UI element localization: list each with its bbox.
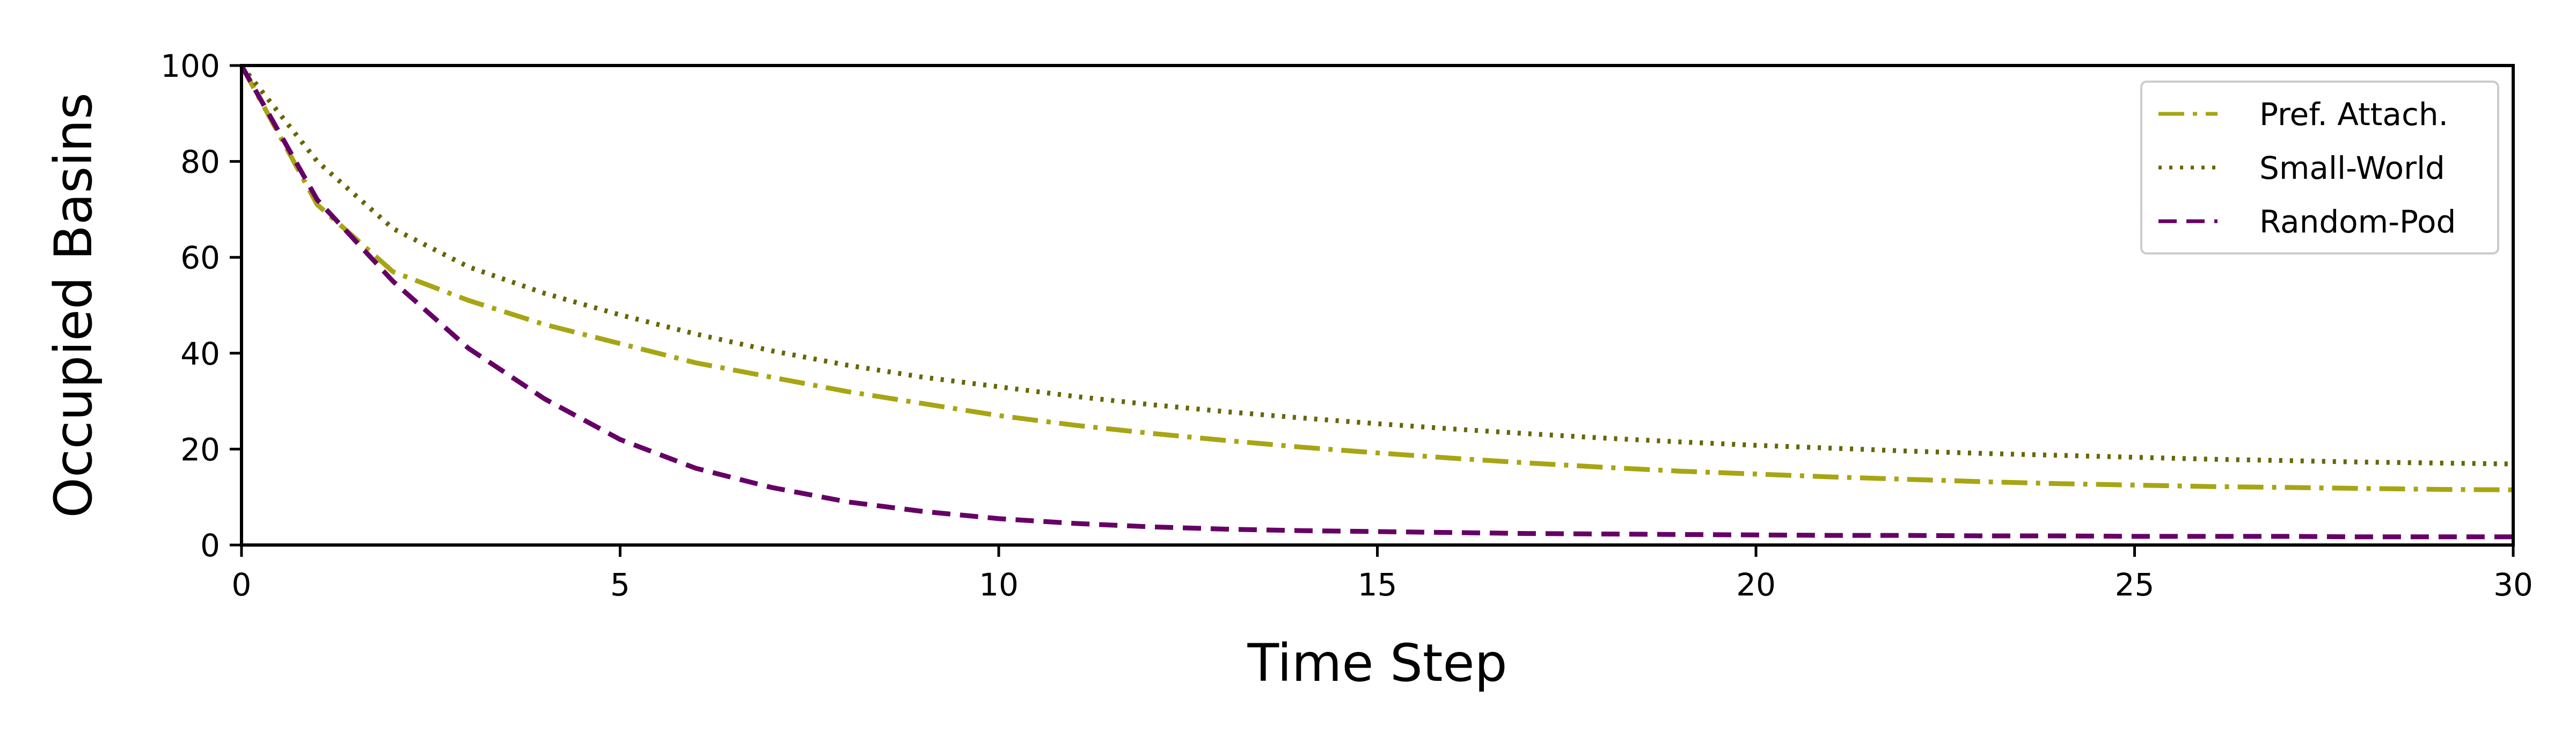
series-line-2 bbox=[239, 64, 2513, 540]
legend-box bbox=[2140, 81, 2499, 255]
series-line-0 bbox=[239, 64, 2514, 492]
series-layer bbox=[239, 64, 2514, 540]
legend-label-2: Random-Pod bbox=[2259, 204, 2456, 240]
y-tick-label: 80 bbox=[180, 144, 220, 180]
y-axis-title: Occupied Basins bbox=[43, 92, 104, 518]
x-axis-title: Time Step bbox=[1247, 633, 1507, 693]
legend: Pref. Attach. Small-World Random-Pod bbox=[2140, 81, 2499, 255]
x-tick-label: 0 bbox=[232, 566, 252, 603]
y-tick-label: 0 bbox=[200, 527, 220, 564]
x-axis: 0 5 10 15 20 25 30 bbox=[232, 545, 2533, 603]
y-tick-label: 60 bbox=[180, 239, 220, 276]
x-tick-label: 10 bbox=[979, 566, 1019, 603]
y-tick-label: 100 bbox=[160, 48, 220, 84]
x-tick-label: 30 bbox=[2493, 566, 2533, 603]
legend-label-0: Pref. Attach. bbox=[2259, 96, 2448, 133]
x-tick-label: 20 bbox=[1736, 566, 1776, 603]
y-axis: 0 20 40 60 80 100 bbox=[160, 48, 241, 564]
legend-label-1: Small-World bbox=[2259, 150, 2445, 186]
y-tick-label: 20 bbox=[180, 431, 220, 468]
x-tick-label: 15 bbox=[1358, 566, 1397, 603]
x-tick-label: 5 bbox=[610, 566, 630, 603]
y-tick-label: 40 bbox=[180, 336, 220, 372]
x-tick-label: 25 bbox=[2115, 566, 2155, 603]
